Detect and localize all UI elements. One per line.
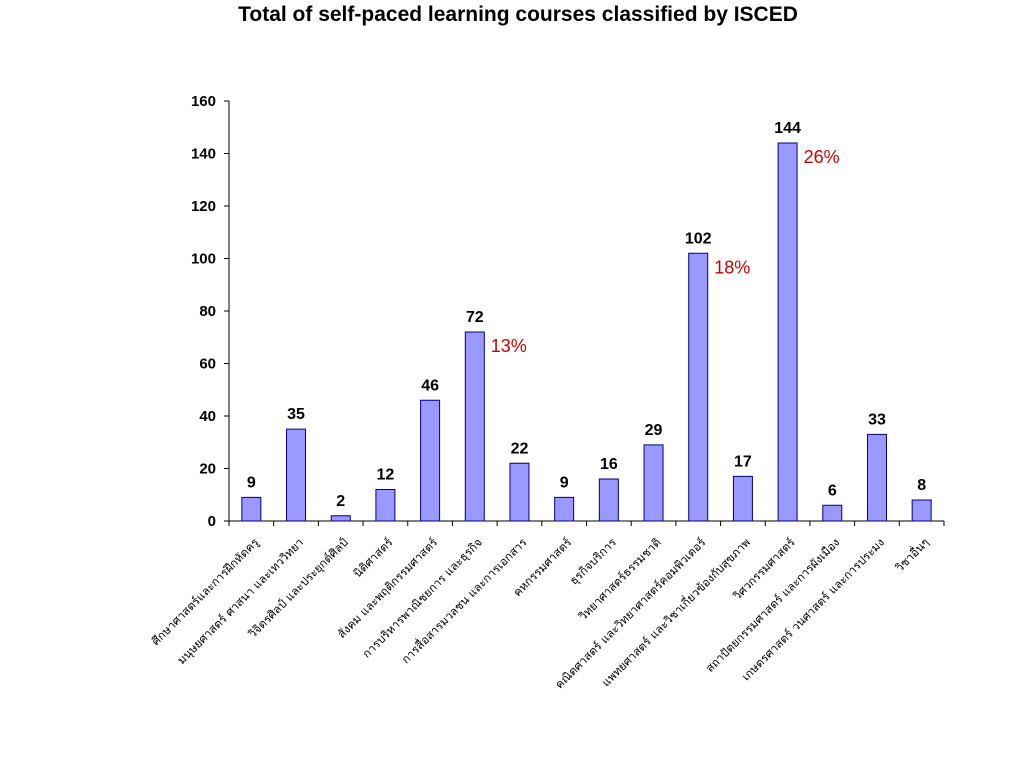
y-tick-label: 80 bbox=[199, 303, 216, 320]
value-label: 9 bbox=[247, 474, 256, 491]
value-label: 144 bbox=[774, 120, 801, 137]
bar bbox=[554, 496, 575, 522]
y-tick-label: 160 bbox=[191, 93, 216, 110]
value-label: 72 bbox=[466, 309, 484, 326]
value-label: 9 bbox=[560, 474, 569, 491]
percent-annotation: 18% bbox=[714, 257, 750, 277]
bar bbox=[866, 433, 887, 522]
bar bbox=[241, 496, 262, 522]
bar bbox=[330, 515, 351, 522]
bar bbox=[688, 252, 709, 522]
bar bbox=[375, 489, 396, 522]
y-tick-label: 140 bbox=[191, 146, 216, 163]
bar bbox=[420, 399, 441, 522]
y-tick-label: 40 bbox=[199, 408, 216, 425]
value-label: 22 bbox=[511, 440, 529, 457]
bar bbox=[286, 428, 307, 522]
value-label: 46 bbox=[421, 377, 439, 394]
value-label: 102 bbox=[685, 230, 712, 247]
bar bbox=[822, 504, 843, 522]
percent-annotation: 26% bbox=[804, 147, 840, 167]
x-category-label: วิชาอื่นๆ bbox=[891, 535, 931, 575]
value-label: 33 bbox=[868, 411, 886, 428]
value-label: 17 bbox=[734, 453, 752, 470]
x-category-label: วิทยาศาสตร์ธรรมชาติ bbox=[575, 535, 663, 623]
x-category-label: นิติศาสตร์ bbox=[350, 535, 395, 580]
value-label: 2 bbox=[336, 493, 345, 510]
bar bbox=[509, 462, 530, 522]
bar bbox=[911, 499, 932, 522]
value-label: 16 bbox=[600, 456, 618, 473]
value-label: 12 bbox=[377, 467, 395, 484]
value-label: 35 bbox=[287, 406, 305, 423]
value-label: 29 bbox=[645, 422, 663, 439]
bar bbox=[732, 475, 753, 522]
bar bbox=[643, 444, 664, 522]
y-tick-label: 100 bbox=[191, 251, 216, 268]
y-tick-label: 0 bbox=[208, 513, 216, 530]
bar bbox=[777, 142, 798, 522]
y-tick-label: 20 bbox=[199, 461, 216, 478]
percent-annotation: 13% bbox=[491, 336, 527, 356]
value-label: 6 bbox=[828, 482, 837, 499]
y-tick-label: 60 bbox=[199, 356, 216, 373]
y-tick-label: 120 bbox=[191, 198, 216, 215]
bar bbox=[464, 331, 485, 522]
chart-title: Total of self-paced learning courses cla… bbox=[238, 3, 798, 26]
bar bbox=[598, 478, 619, 522]
value-label: 8 bbox=[917, 477, 926, 494]
